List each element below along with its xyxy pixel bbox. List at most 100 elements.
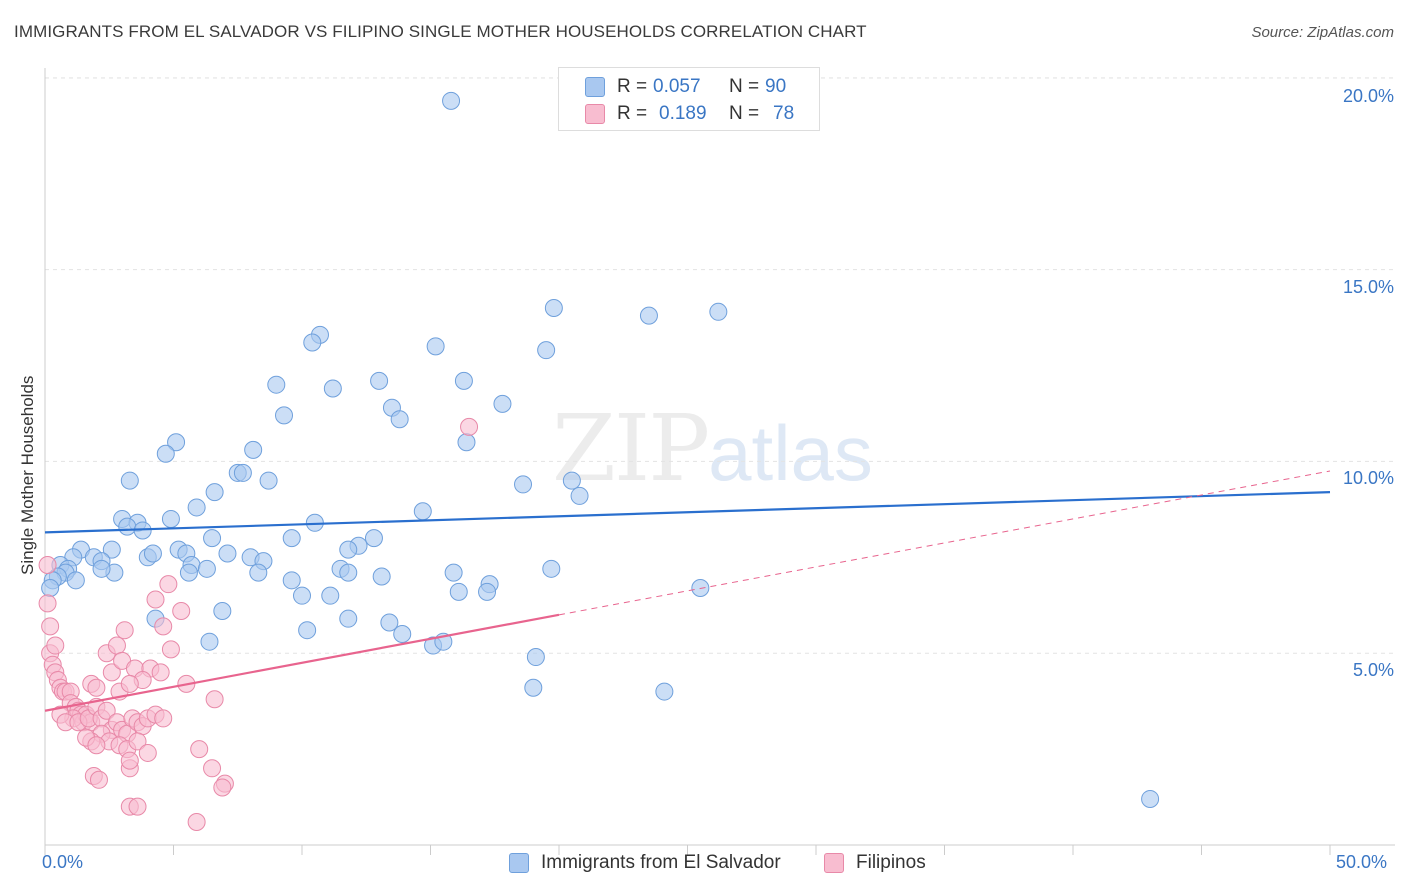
point-filipinos <box>159 575 178 594</box>
point-el-salvador <box>562 471 581 490</box>
point-el-salvador <box>179 563 198 582</box>
point-filipinos <box>460 417 479 436</box>
point-el-salvador <box>524 678 543 697</box>
legend-n-label: N = <box>729 76 760 97</box>
point-filipinos <box>115 621 134 640</box>
point-filipinos <box>87 736 106 755</box>
point-el-salvador <box>275 406 294 425</box>
point-filipinos <box>120 751 139 770</box>
legend-swatch-pink <box>585 104 605 124</box>
point-el-salvador <box>197 559 216 578</box>
point-filipinos <box>154 709 173 728</box>
point-el-salvador <box>544 298 563 317</box>
point-el-salvador <box>92 559 111 578</box>
point-el-salvador <box>542 559 561 578</box>
point-el-salvador <box>213 602 232 621</box>
point-el-salvador <box>303 333 322 352</box>
x-tick-50: 50.0% <box>1336 852 1388 872</box>
point-filipinos <box>161 640 180 659</box>
y-tick-15: 15.0% <box>1342 277 1394 297</box>
y-axis-label: Single Mother Households <box>18 375 37 575</box>
point-el-salvador <box>41 578 60 597</box>
point-el-salvador <box>321 586 340 605</box>
point-filipinos <box>151 663 170 682</box>
point-el-salvador <box>493 394 512 413</box>
point-el-salvador <box>413 502 432 521</box>
point-el-salvador <box>454 371 473 390</box>
watermark-atlas: atlas <box>708 409 873 497</box>
legend-n-label: N = <box>729 103 760 124</box>
point-el-salvador <box>449 582 468 601</box>
series-legend-blue: Immigrants from El Salvador <box>509 850 781 876</box>
point-el-salvador <box>218 544 237 563</box>
point-el-salvador <box>167 433 186 452</box>
point-filipinos <box>128 732 147 751</box>
point-el-salvador <box>537 341 556 360</box>
series-label-pink: Filipinos <box>856 852 926 873</box>
point-el-salvador <box>514 475 533 494</box>
point-el-salvador <box>233 463 252 482</box>
point-el-salvador <box>187 498 206 517</box>
point-el-salvador <box>120 471 139 490</box>
point-filipinos <box>138 743 157 762</box>
point-el-salvador <box>444 563 463 582</box>
point-filipinos <box>172 602 191 621</box>
y-tick-5: 5.0% <box>1352 660 1394 680</box>
legend-row-blue: R = 0.057 N = 90 <box>585 75 786 99</box>
point-filipinos <box>41 617 60 636</box>
point-el-salvador <box>372 567 391 586</box>
y-tick-10: 10.0% <box>1342 468 1394 488</box>
point-el-salvador <box>457 433 476 452</box>
point-el-salvador <box>339 540 358 559</box>
point-el-salvador <box>393 625 412 644</box>
point-filipinos <box>128 797 147 816</box>
point-filipinos <box>87 678 106 697</box>
legend-swatch-blue <box>585 77 605 97</box>
point-el-salvador <box>639 306 658 325</box>
point-el-salvador <box>478 582 497 601</box>
point-filipinos <box>89 770 108 789</box>
point-el-salvador <box>156 444 175 463</box>
trendline-el-salvador <box>44 490 1331 534</box>
trendline-filipinos-extrapolated <box>558 470 1331 616</box>
series-label-blue: Immigrants from El Salvador <box>541 852 781 873</box>
legend-r-value: 0.189 <box>659 103 707 124</box>
point-el-salvador <box>102 540 121 559</box>
point-filipinos <box>46 636 65 655</box>
point-filipinos <box>190 740 209 759</box>
point-el-salvador <box>709 302 728 321</box>
point-el-salvador <box>249 563 268 582</box>
trendline-filipinos <box>44 613 560 712</box>
y-tick-20: 20.0% <box>1342 86 1394 106</box>
point-filipinos <box>205 690 224 709</box>
point-filipinos <box>102 663 121 682</box>
point-el-salvador <box>1141 789 1160 808</box>
source-label: Source: ZipAtlas.com <box>1251 24 1394 41</box>
point-el-salvador <box>161 509 180 528</box>
chart-title: IMMIGRANTS FROM EL SALVADOR VS FILIPINO … <box>14 22 867 41</box>
x-tick-0: 0.0% <box>42 852 84 872</box>
point-el-salvador <box>442 91 461 110</box>
point-el-salvador <box>323 379 342 398</box>
point-el-salvador <box>200 632 219 651</box>
point-filipinos <box>203 759 222 778</box>
point-el-salvador <box>364 529 383 548</box>
point-el-salvador <box>205 483 224 502</box>
point-filipinos <box>187 812 206 831</box>
point-el-salvador <box>426 337 445 356</box>
legend-r-value: 0.057 <box>653 76 701 97</box>
legend-row-pink: R = 0.189 N = 78 <box>585 102 794 126</box>
point-filipinos <box>146 590 165 609</box>
point-filipinos <box>97 701 116 720</box>
series-swatch-pink <box>824 853 844 873</box>
point-el-salvador <box>282 529 301 548</box>
stats-legend: R = 0.057 N = 90 R = 0.189 N = 78 <box>558 67 820 131</box>
point-el-salvador <box>203 529 222 548</box>
point-filipinos <box>154 617 173 636</box>
point-filipinos <box>38 555 57 574</box>
point-el-salvador <box>370 371 389 390</box>
legend-r-label: R = <box>617 76 648 97</box>
series-swatch-blue <box>509 853 529 873</box>
point-el-salvador <box>267 375 286 394</box>
